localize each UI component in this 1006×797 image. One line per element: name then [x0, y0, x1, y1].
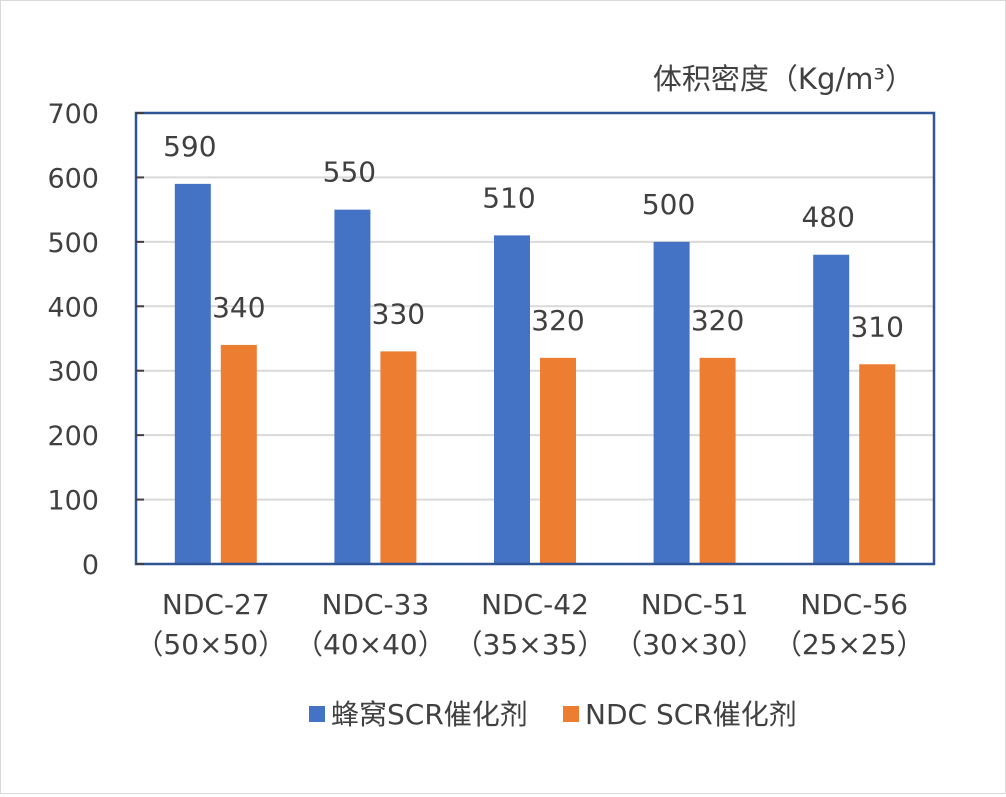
- y-tick-label: 300: [47, 357, 99, 388]
- bar: [380, 351, 417, 564]
- y-tick-label: 600: [47, 163, 99, 194]
- data-label: 340: [212, 291, 265, 324]
- category-sublabel: （30×30）: [614, 628, 765, 661]
- category-label: NDC-56: [800, 588, 908, 621]
- unit-label: 体积密度（Kg/m³）: [653, 62, 914, 96]
- category-label: NDC-51: [641, 588, 749, 621]
- y-tick-label: 700: [47, 99, 99, 130]
- bar: [540, 357, 576, 564]
- y-tick-label: 0: [82, 550, 99, 581]
- bar: [494, 235, 530, 564]
- bar: [220, 344, 257, 564]
- legend-swatch: [309, 706, 325, 722]
- data-label: 480: [801, 201, 854, 234]
- category-sublabel: （25×25）: [774, 628, 925, 661]
- data-label: 310: [850, 310, 903, 343]
- category-sublabel: （50×50）: [135, 628, 286, 661]
- category-sublabel: （35×35）: [455, 628, 606, 661]
- gridlines: [136, 112, 934, 565]
- bar: [813, 254, 850, 564]
- data-label: 320: [691, 304, 744, 337]
- bar: [174, 183, 211, 564]
- bar: [699, 357, 736, 564]
- category-label: NDC-33: [322, 588, 430, 621]
- data-labels: 590 550 510 500 480 340 330 320 320 310: [163, 130, 904, 343]
- legend-label: NDC SCR催化剂: [585, 698, 797, 731]
- y-tick-label: 400: [47, 292, 99, 323]
- data-label: 320: [531, 304, 584, 337]
- y-axis: 0 100 200 300 400 500 600 700: [47, 99, 144, 581]
- category-sublabel: （40×40）: [295, 628, 446, 661]
- y-tick-label: 100: [47, 486, 99, 517]
- data-label: 550: [323, 156, 376, 189]
- y-tick-label: 500: [47, 228, 99, 259]
- legend: 蜂窝SCR催化剂 NDC SCR催化剂: [309, 698, 797, 731]
- bar: [334, 209, 371, 564]
- bars: [174, 183, 896, 564]
- data-label: 500: [642, 188, 695, 221]
- data-label: 590: [163, 130, 216, 163]
- bar: [859, 364, 896, 564]
- legend-label: 蜂窝SCR催化剂: [331, 698, 528, 731]
- data-label: 510: [482, 181, 535, 214]
- legend-swatch: [563, 706, 579, 722]
- y-tick-label: 200: [47, 421, 99, 452]
- category-label: NDC-42: [481, 588, 589, 621]
- data-label: 330: [372, 297, 425, 330]
- plot-area-border: [134, 111, 936, 566]
- category-label: NDC-27: [162, 588, 270, 621]
- x-axis: NDC-27 （50×50） NDC-33 （40×40） NDC-42 （35×35） N…: [135, 588, 924, 661]
- bar: [653, 241, 690, 564]
